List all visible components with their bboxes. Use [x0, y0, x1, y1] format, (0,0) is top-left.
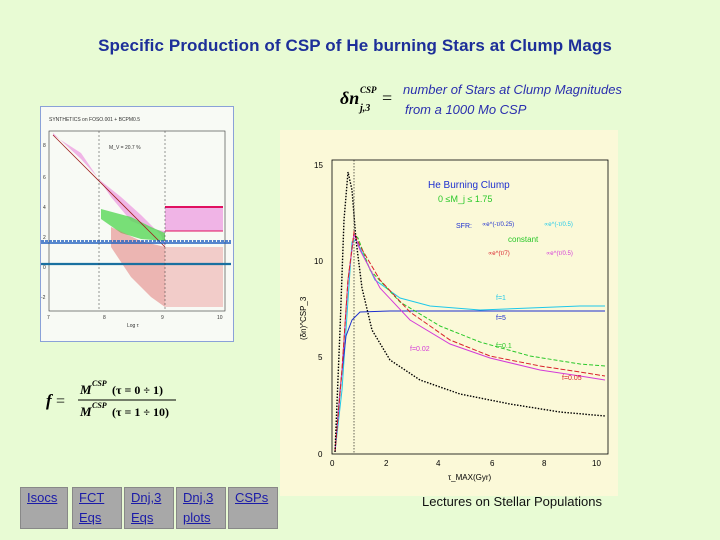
right-plot-xlabel: τ_MAX(Gyr) — [448, 473, 491, 482]
nav-button-label: Dnj,3 — [131, 490, 162, 505]
curve-label: f=5 — [496, 315, 506, 322]
left-xtick: 9 — [161, 315, 164, 321]
frac-lhs: f — [46, 391, 54, 410]
nav-button-label: Isocs — [27, 490, 58, 505]
frac-num-sup: CSP — [92, 379, 107, 388]
right-ytick: 10 — [314, 257, 323, 266]
nav-button-label: CSPs — [235, 490, 269, 505]
f-fraction-formula: f = M CSP (τ = 0 ÷ 1) M CSP (τ = 1 ÷ 10) — [46, 379, 176, 419]
formula-sub: j,3 — [358, 103, 370, 114]
sfr-term: ∝e^(τ/7) — [488, 251, 510, 257]
slide-title: Specific Production of CSP of He burning… — [98, 36, 612, 55]
right-xtick: 0 — [330, 459, 335, 468]
left-xtick: 8 — [103, 315, 106, 321]
right-xtick: 2 — [384, 459, 389, 468]
frac-num-arg: (τ = 0 ÷ 1) — [112, 383, 163, 397]
left-ytick: 6 — [43, 175, 46, 181]
formula-lhs: δn — [340, 88, 359, 108]
clump-plot-svg: He Burning Clump 0 ≤M_j ≤ 1.75 SFR: ∝e^(… — [299, 159, 609, 482]
left-ytick: 8 — [43, 143, 46, 149]
sfr-label: SFR: — [456, 223, 472, 230]
left-ytick: 2 — [43, 235, 46, 241]
curve-label: f=0.1 — [496, 343, 512, 350]
nav-button-label: FCT — [79, 490, 105, 505]
curve-label: f=0.05 — [562, 375, 582, 382]
right-plot-ylabel: (δn)^CSP_3 — [299, 296, 308, 340]
right-xtick: 6 — [490, 459, 495, 468]
right-ytick: 15 — [314, 161, 323, 170]
curve-label: f=0.02 — [410, 346, 430, 353]
right-plot-subtitle: 0 ≤M_j ≤ 1.75 — [438, 194, 492, 204]
frac-num-m: M — [79, 382, 92, 397]
nav-button-dnj3-plots[interactable]: Dnj,3 plots — [176, 487, 226, 529]
right-xtick: 4 — [436, 459, 441, 468]
formula-eq: = — [382, 88, 392, 108]
frac-den-arg: (τ = 1 ÷ 10) — [112, 405, 169, 419]
left-plot-inset: M_V = 20.7 % — [109, 145, 141, 151]
formula-sup: CSP — [360, 85, 377, 95]
nav-button-isocs[interactable]: Isocs — [20, 487, 68, 529]
nav-button-label: Eqs — [131, 510, 154, 525]
nav-button-fct-eqs[interactable]: FCT Eqs — [72, 487, 122, 529]
nav-button-label: plots — [183, 510, 211, 525]
synthetics-plot: SYNTHETICS on FOSO.001 + BCPM0.5 M_V = 2… — [40, 106, 234, 342]
sfr-term: ∝e^(-τ/0.5) — [544, 222, 573, 228]
nav-button-dnj3-eqs[interactable]: Dnj,3 Eqs — [124, 487, 174, 529]
left-ytick: 4 — [43, 205, 46, 211]
definition-line1: number of Stars at Clump Magnitudes — [403, 82, 622, 97]
right-xtick: 8 — [542, 459, 547, 468]
right-plot-title: He Burning Clump — [428, 180, 510, 191]
sfr-term: ∝e^(-τ/0.25) — [482, 222, 514, 228]
nav-button-label: Dnj,3 — [183, 490, 214, 505]
left-ytick: 0 — [43, 265, 46, 271]
left-xtick: 10 — [217, 315, 223, 321]
footer-text: Lectures on Stellar Populations — [422, 494, 602, 509]
definition-note: number of Stars at Clump Magnitudes from… — [403, 80, 703, 120]
left-xtick: 7 — [47, 315, 50, 321]
clump-production-plot: He Burning Clump 0 ≤M_j ≤ 1.75 SFR: ∝e^(… — [280, 130, 618, 496]
left-plot-xlabel: Log τ — [127, 323, 139, 329]
synthetics-plot-svg: SYNTHETICS on FOSO.001 + BCPM0.5 M_V = 2… — [41, 117, 231, 329]
frac-den-sup: CSP — [92, 401, 107, 410]
definition-line2: from a 1000 Mo CSP — [405, 102, 527, 117]
right-ytick: 5 — [318, 353, 323, 362]
right-ytick: 0 — [318, 450, 323, 459]
nav-button-label: Eqs — [79, 510, 102, 525]
right-xtick: 10 — [592, 459, 601, 468]
frac-den-m: M — [79, 404, 92, 419]
curve-label: f=1 — [496, 295, 506, 302]
nav-button-csps[interactable]: CSPs — [228, 487, 278, 529]
sfr-term: ∝e^(τ/0.5) — [546, 251, 573, 257]
sfr-term: constant — [508, 235, 539, 244]
left-plot-header: SYNTHETICS on FOSO.001 + BCPM0.5 — [49, 117, 140, 123]
left-ytick: -2 — [41, 295, 46, 301]
delta-n-formula: δn CSP j,3 = — [340, 85, 392, 114]
frac-eq: = — [56, 393, 65, 410]
